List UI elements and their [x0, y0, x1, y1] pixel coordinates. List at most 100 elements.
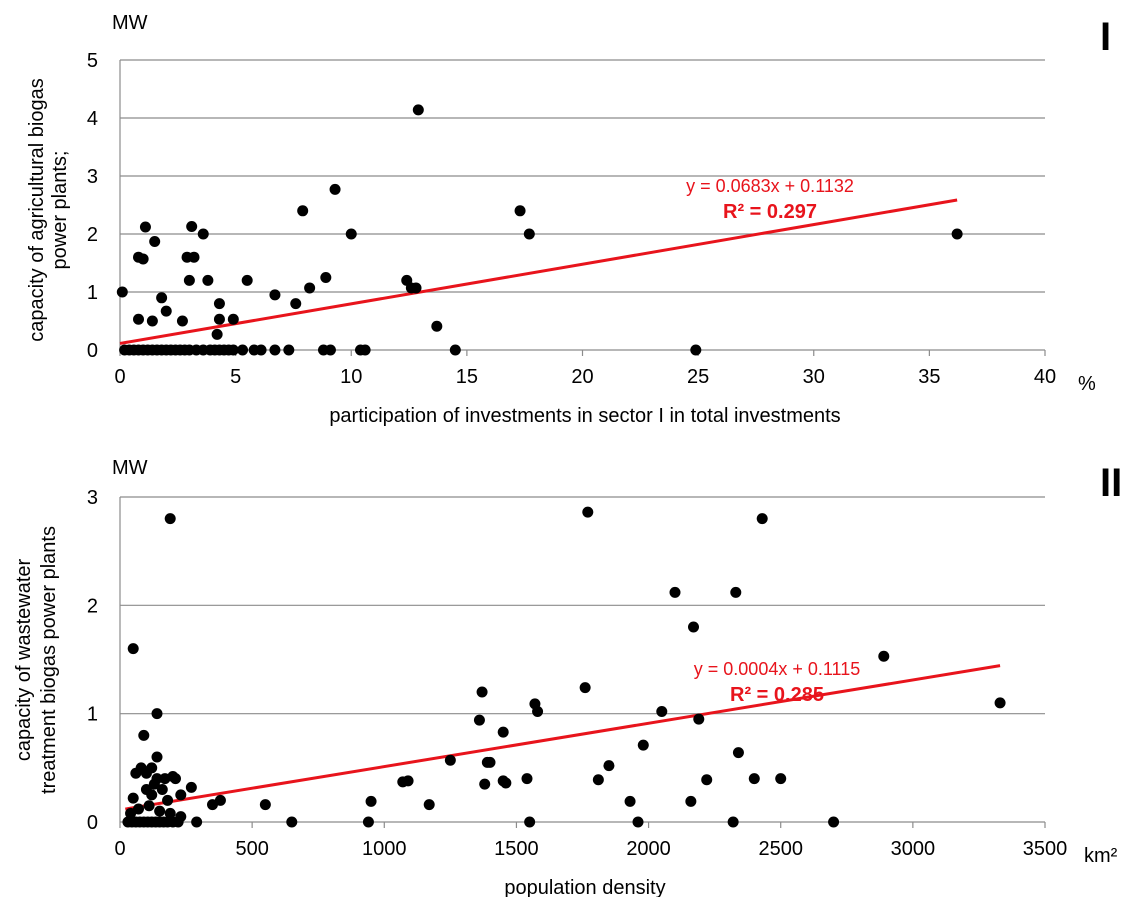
chart1-data-point [283, 344, 295, 356]
chart2-data-point [175, 811, 187, 823]
chart2-x-tick-label: 3500 [1023, 838, 1068, 860]
chart2-data-point [402, 775, 414, 787]
chart1-data-point [290, 298, 302, 310]
chart1-y-unit: MW [112, 12, 148, 34]
chart1-x-tick-label: 25 [687, 366, 709, 388]
chart1-y-tick-label: 3 [87, 166, 98, 188]
chart2-data-point [444, 754, 456, 766]
chart2-data-point [133, 803, 144, 815]
chart2-data-point [500, 777, 512, 789]
chart2-data-point [148, 778, 160, 790]
chart2-y-axis-title: capacity of wastewater [13, 559, 35, 762]
chart1-x-tick-label: 0 [114, 366, 125, 388]
chart2-data-point [748, 773, 760, 785]
chart1-x-tick-label: 15 [456, 366, 478, 388]
chart2-data-point [162, 794, 174, 806]
chart1-data-point [304, 282, 316, 294]
chart2-data-point [286, 816, 298, 828]
chart2-data-point [156, 784, 168, 795]
chart2-data-point [423, 799, 435, 811]
chart2-data-point [476, 686, 488, 698]
chart2-data-point [362, 816, 374, 828]
chart1-x-tick-label: 30 [803, 366, 825, 388]
chart1-data-point [149, 236, 161, 248]
chart1-y-tick-label: 1 [87, 282, 98, 304]
chart1-data-point [227, 313, 239, 325]
chart1-data-point [951, 228, 963, 240]
chart1-data-point [523, 228, 535, 240]
chart1-data-point [359, 344, 371, 356]
chart2-data-point [730, 586, 742, 598]
chart1-data-point [211, 328, 223, 340]
chart1-data-point [324, 344, 336, 356]
chart2-data-point [656, 706, 668, 717]
chart1-data-point [156, 292, 168, 304]
chart2-data-point [151, 708, 163, 720]
chart1-data-point [410, 282, 422, 294]
chart2-y-axis-title: treatment biogas power plants [38, 526, 60, 794]
chart2-data-point [365, 795, 377, 807]
chart2-data-point [151, 751, 163, 763]
chart1-x-unit: % [1078, 373, 1096, 395]
chart1-y-axis-title: power plants; [49, 151, 71, 270]
chart1-y-tick-label: 2 [87, 224, 98, 246]
chart1-data-point [269, 344, 281, 356]
chart2-data-point [592, 774, 604, 786]
chart2-data-point [146, 789, 158, 801]
chart2-trend-equation: y = 0.0004x + 0.1115 [694, 659, 860, 679]
chart2-data-point [127, 643, 139, 655]
chart2-data-point [878, 650, 890, 662]
chart2-data-point [167, 771, 179, 782]
chart2-data-point [669, 586, 681, 598]
chart2-y-tick-label: 3 [87, 487, 98, 509]
chart2-data-point [127, 792, 139, 804]
chart1-data-point [449, 344, 461, 356]
chart1-data-point [146, 315, 158, 327]
chart1-data-point [241, 274, 253, 286]
chart2-x-tick-label: 0 [114, 838, 125, 860]
chart2-data-point [727, 816, 739, 828]
chart2-data-point [579, 682, 591, 694]
chart2-data-point [484, 756, 496, 768]
chart1-data-point [160, 305, 172, 317]
chart2-data-point [532, 706, 544, 717]
chart2-r-squared: R² = 0.285 [730, 684, 824, 706]
chart2-data-point [164, 513, 176, 525]
chart2-data-point [175, 789, 187, 801]
chart2-panel-label: II [1100, 461, 1122, 505]
chart2-x-tick-label: 2500 [758, 838, 803, 860]
chart2-data-point [164, 807, 176, 819]
chart2-data-point [624, 795, 636, 807]
chart1-r-squared: R² = 0.297 [723, 201, 817, 223]
chart2-data-point [143, 800, 155, 812]
chart1-data-point [431, 320, 443, 332]
chart1-data-point [690, 344, 702, 356]
chart1-trend-equation: y = 0.0683x + 0.1132 [686, 176, 854, 196]
chart2-x-tick-label: 500 [235, 838, 268, 860]
chart2-data-point [154, 805, 166, 817]
chart1-trendline [119, 198, 958, 345]
chart1-data-point [116, 286, 128, 298]
chart1-x-tick-label: 5 [230, 366, 241, 388]
chart2-data-point [185, 781, 197, 793]
chart1-data-point [514, 205, 526, 217]
chart2-data-point [701, 774, 713, 786]
chart1-data-point [255, 344, 267, 356]
chart1-data-point [186, 220, 198, 232]
chart2-data-point [632, 816, 644, 828]
chart2-data-point [775, 773, 787, 785]
chart1-x-tick-label: 10 [340, 366, 362, 388]
chart2-y-tick-label: 0 [87, 812, 98, 834]
chart2-data-point [732, 747, 744, 759]
chart2-data-point [582, 506, 594, 518]
chart2-data-point [191, 816, 203, 828]
chart2-x-unit: km² [1084, 845, 1118, 867]
chart1-data-point [133, 313, 144, 325]
chart2-data-point [828, 816, 840, 828]
chart2-data-point [693, 713, 705, 725]
chart2-data-point [140, 767, 152, 779]
chart1-data-point [197, 228, 209, 240]
chart1-data-point [297, 205, 309, 217]
chart1-data-point [213, 298, 225, 310]
